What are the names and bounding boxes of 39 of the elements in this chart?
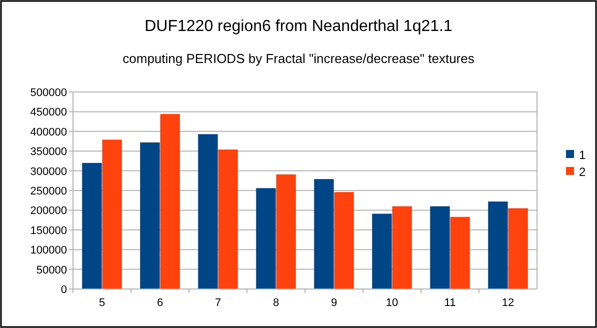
x-tick-label: 8 [272,297,280,309]
x-tick-label: 10 [386,297,398,309]
y-tick-label: 100000 [30,244,67,257]
bar [488,202,508,289]
bar [218,150,238,289]
y-tick-label: 50000 [36,264,67,276]
bar [392,206,412,289]
y-tick-label: 0 [60,284,67,296]
y-tick-label: 300000 [30,166,67,178]
x-tick-label: 9 [330,297,338,309]
y-tick-label: 250000 [30,186,67,198]
bar [450,216,470,289]
legend-label: 1 [579,148,586,162]
x-tick-label: 6 [156,297,164,309]
y-tick-label: 400000 [30,126,67,138]
y-tick-label: 200000 [30,205,67,218]
bar [430,206,450,289]
bar [314,179,334,289]
x-tick-label: 12 [502,297,514,309]
bar [140,142,160,289]
y-tick-label: 350000 [30,146,67,158]
bar [256,188,276,289]
bar [102,140,122,289]
chart-subtitle: computing PERIODS by Fractal "increase/decrease" textures [122,51,475,66]
bar [334,192,354,289]
bar [508,208,528,289]
bar [160,114,180,289]
bar [372,214,392,289]
x-tick-label: 7 [214,297,222,309]
chart-title: DUF1220 region6 from Neanderthal 1q21.1 [144,18,452,35]
y-tick-label: 150000 [30,224,67,237]
bar [276,174,296,289]
bar [82,162,102,289]
y-tick-label: 450000 [30,106,67,119]
y-tick-label: 500000 [30,87,67,99]
x-tick-label: 11 [444,297,456,309]
bar [198,134,218,289]
legend-label: 2 [579,165,586,179]
x-tick-label: 5 [98,297,106,309]
